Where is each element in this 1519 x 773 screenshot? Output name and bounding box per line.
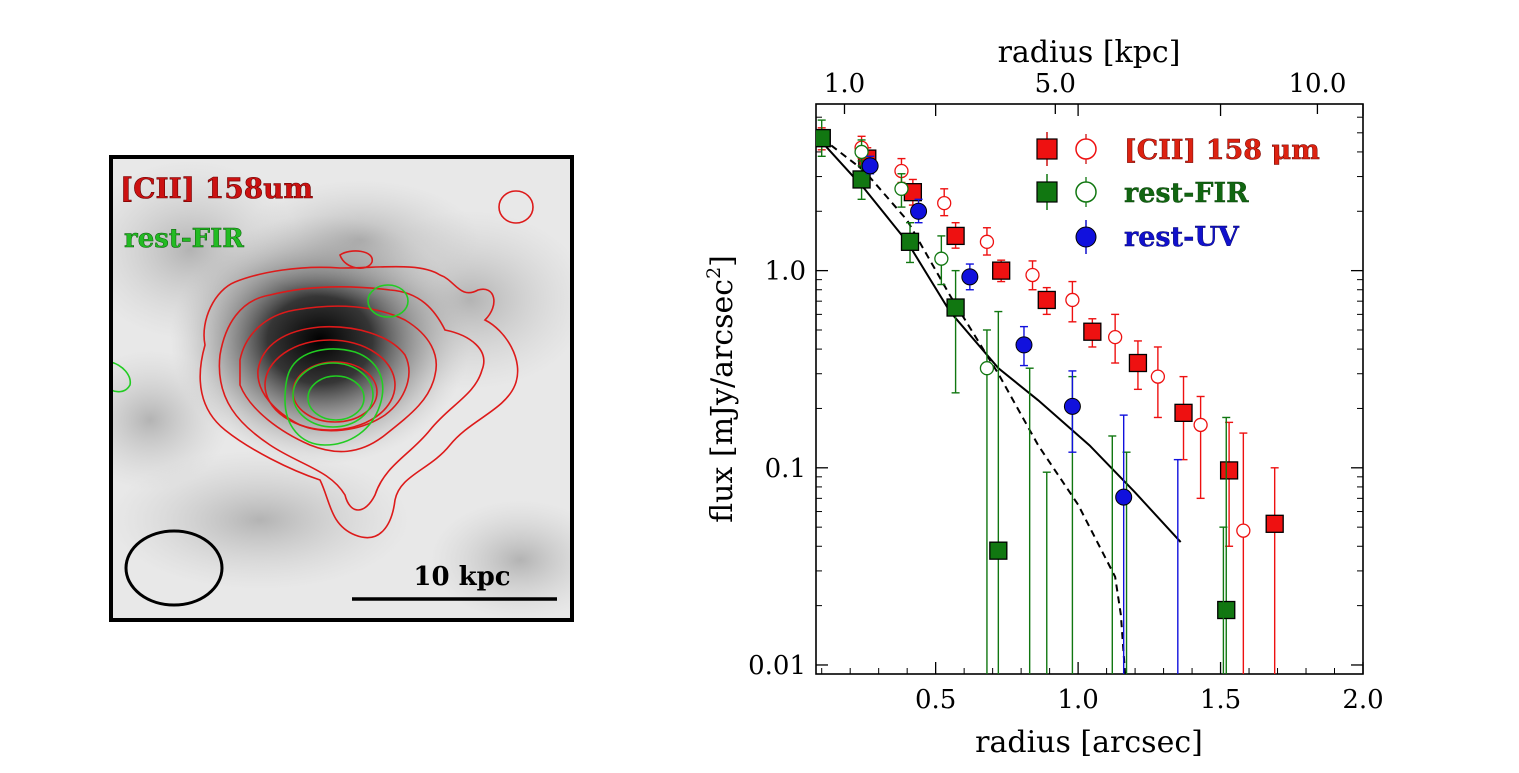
y-axis-title-main: flux [mJy/arcsec [705,279,740,523]
fir-contours [111,284,409,446]
data-point-open-circle [1065,292,1080,308]
data-point-square [1217,600,1236,620]
data-point-circle [961,268,979,286]
data-point-square [1219,461,1239,480]
legend-marker-circle [1075,226,1097,248]
cii-label: [CII] 158um [120,172,313,205]
data-point-open-circle [894,181,909,196]
data-point-open-circle [979,361,995,376]
data-point-square [900,232,920,251]
x-tick-label: 0.5 [915,685,956,715]
data-point-square [1083,322,1102,341]
data-point-square [1265,514,1284,533]
legend-label-fir: rest-FIR [1124,178,1249,209]
haze [111,450,410,590]
data-point-square [946,298,965,317]
data-point-circle [861,157,879,175]
top-tick-label: 10.0 [1288,69,1346,99]
top-axis-title: radius [kpc] [998,35,1181,70]
y-tick-label: 0.1 [765,454,806,484]
axis-tick-labels: 0.5 1.0 1.5 2.0 1.0 5.0 10.0 0.01 0.1 1.0 [748,69,1384,715]
haze [430,500,572,620]
haze [240,180,480,300]
data-point-open-circle [1025,267,1040,283]
data-point-open-circle [1150,369,1166,384]
data-point-circle [1115,488,1133,506]
data-point-square [852,170,871,189]
data-point-open-circle [1107,329,1123,345]
data-point-open-circle [979,234,995,249]
data-point-open-circle [854,144,869,160]
legend-entry-uv: rest-UV [1075,220,1240,254]
top-tick-label: 5.0 [1035,69,1076,99]
x-tick-label: 1.5 [1200,685,1241,715]
data-points [816,119,1284,674]
data-point-square [1174,403,1193,422]
legend-entry-fir: rest-FIR [1036,174,1249,210]
data-point-square [946,226,965,246]
image-frame [109,155,574,622]
legend-marker-circle [1075,138,1097,160]
top-tick-label: 1.0 [824,69,865,99]
legend-label-cii: [CII] 158 μm [1124,135,1320,166]
chart: 0.5 1.0 1.5 2.0 1.0 5.0 10.0 0.01 0.1 1.0 radius … [703,35,1384,760]
data-point-circle [910,202,928,220]
beam-ellipse [124,529,224,607]
y-tick-label: 1.0 [765,257,806,287]
data-point-open-circle [937,195,952,211]
legend-marker-circle [1075,181,1097,203]
data-point-circle [1015,336,1033,354]
data-point-circle [1063,397,1081,415]
data-point-square [816,128,831,148]
data-point-open-circle [1236,523,1251,538]
legend-marker-square [1036,181,1058,203]
legend-marker-square [1036,138,1058,160]
x-tick-label: 2.0 [1342,685,1383,715]
plot-frame [815,103,1364,675]
data-point-square [1037,290,1056,310]
data-point-open-circle [1193,417,1208,433]
data-point-square [992,261,1011,280]
image-panel: [CII] 158um rest-FIR 10 kpc [109,155,574,622]
fir-label: rest-FIR [124,224,244,254]
legend-label-uv: rest-UV [1124,222,1240,253]
legend-entry-cii: [CII] 158 μm [1036,132,1320,166]
axis-ticks [816,103,1364,674]
x-axis-title: radius [arcsec] [975,725,1203,760]
data-point-square [989,541,1008,560]
y-axis-title-end: ] [705,255,740,267]
scale-bar-label: 10 kpc [413,562,510,592]
dashed-model-line [821,137,1127,674]
y-axis-title-sup: 2 [703,267,725,279]
legend: [CII] 158 μm rest-FIR rest-UV [1036,132,1320,254]
y-tick-label: 0.01 [748,651,806,681]
data-point-square [1128,353,1148,373]
cii-contours [199,190,534,539]
y-axis-title: flux [mJy/arcsec2] [703,255,740,523]
x-tick-label: 1.0 [1057,685,1098,715]
data-point-open-circle [934,251,949,266]
